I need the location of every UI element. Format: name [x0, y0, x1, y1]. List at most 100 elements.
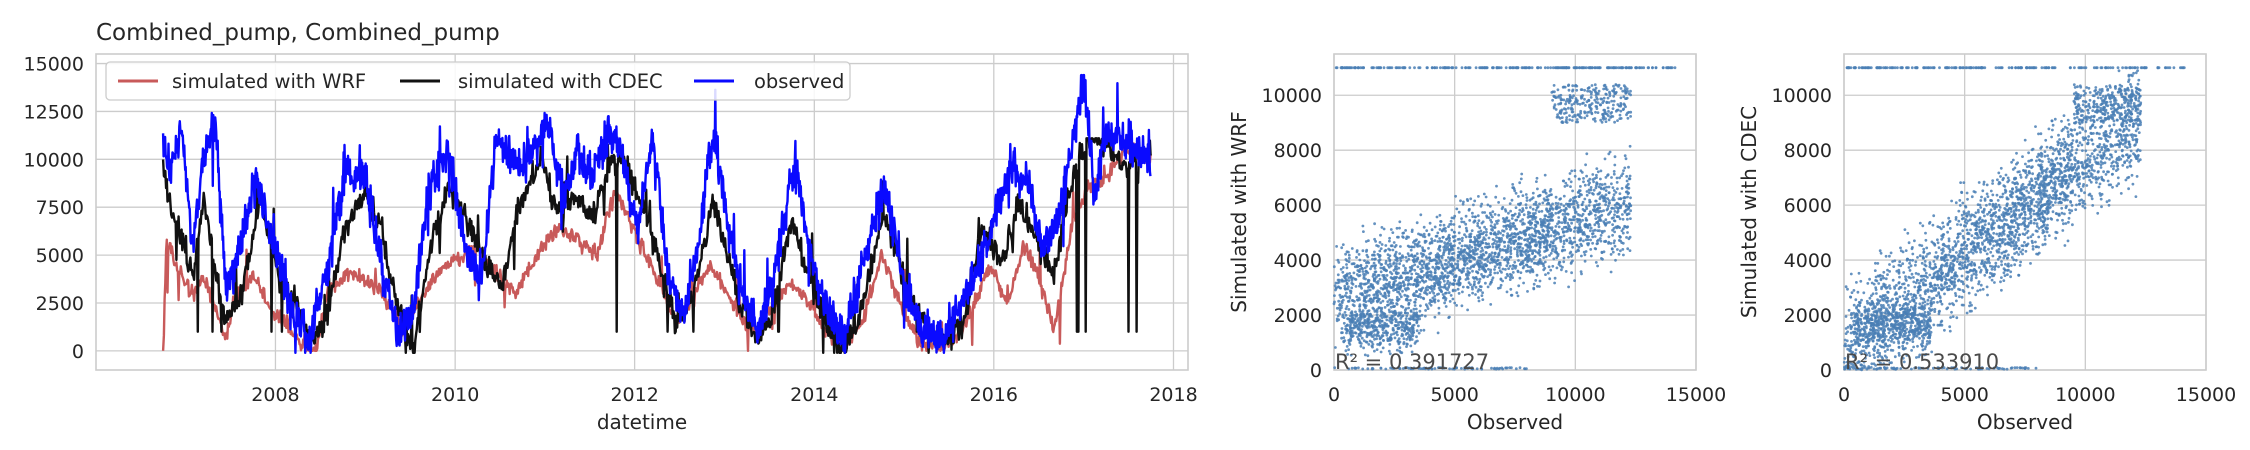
scatter-point — [1462, 220, 1466, 224]
scatter-point — [1621, 89, 1625, 93]
scatter-point — [1384, 244, 1388, 247]
scatter-point — [1357, 327, 1361, 331]
scatter-point — [1504, 257, 1507, 261]
scatter-point — [1442, 267, 1446, 271]
scatter-point — [1569, 262, 1573, 265]
scatter-point — [1451, 244, 1455, 248]
scatter-point — [1359, 317, 1363, 321]
scatter-point — [1985, 192, 1989, 196]
scatter-point — [1456, 282, 1460, 286]
scatter-point — [1533, 227, 1536, 231]
scatter-point — [1359, 344, 1363, 348]
scatter-point — [2061, 229, 2065, 232]
scatter-point — [1388, 239, 1391, 243]
scatter-point — [2137, 78, 2141, 82]
scatter-point — [1415, 289, 1418, 293]
scatter-point — [1602, 87, 1605, 91]
scatter-point — [1451, 297, 1455, 301]
scatter-point — [1888, 306, 1892, 309]
scatter-point — [1444, 259, 1448, 262]
scatter-point — [1518, 245, 1521, 249]
scatter-point — [1909, 305, 1913, 309]
scatter-point — [1553, 281, 1556, 285]
scatter-point — [1392, 241, 1396, 244]
scatter-point — [1516, 66, 1520, 70]
scatter-point — [1585, 205, 1588, 209]
scatter-point — [1357, 66, 1360, 70]
scatter-point — [2031, 233, 2035, 237]
scatter-point — [1451, 288, 1455, 292]
scatter-point — [1579, 88, 1583, 91]
scatter-point — [1555, 251, 1559, 255]
scatter-point — [1379, 270, 1383, 274]
scatter-point — [1442, 248, 1446, 252]
scatter-point — [1844, 315, 1848, 318]
scatter-point — [1456, 238, 1460, 241]
scatter-point — [1531, 207, 1535, 211]
scatter-point — [1362, 66, 1365, 70]
scatter-point — [1604, 203, 1607, 207]
scatter-point — [1516, 250, 1519, 254]
scatter-point — [1468, 244, 1472, 247]
scatter-point — [1511, 267, 1514, 271]
scatter-point — [1386, 300, 1390, 303]
scatter-point — [1469, 238, 1472, 242]
scatter-point — [1571, 88, 1575, 92]
scatter-point — [1587, 99, 1591, 102]
scatter-point — [1452, 235, 1455, 239]
scatter-point — [1557, 225, 1561, 229]
scatter-point — [2072, 99, 2076, 103]
scatter-point — [1391, 301, 1395, 305]
scatter-point — [1447, 225, 1450, 229]
scatter-point — [1912, 276, 1915, 279]
scatter-point — [1626, 192, 1630, 196]
scatter-point — [1521, 247, 1525, 250]
scatter-point — [1443, 244, 1447, 247]
scatter-point — [1367, 286, 1370, 289]
scatter-point — [1495, 255, 1499, 259]
scatter-point — [1424, 366, 1428, 370]
scatter-point — [1406, 283, 1410, 287]
scatter-point — [1409, 336, 1412, 339]
scatter-point — [1941, 221, 1945, 225]
scatter-point — [1371, 257, 1374, 261]
scatter-point — [1599, 118, 1603, 122]
scatter-point — [1546, 215, 1550, 219]
scatter-point — [2056, 140, 2060, 144]
scatter-point — [1457, 268, 1461, 272]
scatter-point — [1428, 221, 1432, 225]
scatter-point — [1375, 275, 1378, 279]
scatter-point — [1407, 306, 1410, 310]
scatter-point — [1367, 294, 1371, 297]
scatter-point — [1553, 229, 1557, 233]
scatter-point — [1560, 221, 1564, 225]
legend-label-wrf: simulated with WRF — [172, 70, 366, 93]
scatter-point — [1416, 315, 1420, 319]
scatter-point — [1451, 269, 1455, 273]
scatter-point — [1407, 276, 1410, 279]
scatter-point — [1338, 293, 1342, 297]
scatter-point — [1455, 266, 1459, 270]
x-tick-label: 2018 — [1149, 384, 1197, 406]
scatter-point — [1471, 211, 1474, 215]
scatter-point — [1376, 296, 1379, 300]
scatter-point — [1577, 195, 1581, 199]
scatter-point — [1673, 66, 1677, 70]
scatter-point — [1419, 367, 1423, 370]
scatter-point — [1539, 217, 1542, 221]
scatter-point — [1628, 174, 1632, 178]
scatter-point — [1413, 304, 1417, 307]
scatter-point — [1386, 324, 1390, 328]
scatter-point — [1587, 204, 1591, 207]
scatter-point — [1966, 197, 1969, 201]
scatter-point — [1456, 287, 1460, 291]
scatter-point — [1381, 334, 1385, 338]
scatter-point — [1564, 212, 1567, 216]
scatter-point — [1421, 276, 1425, 279]
scatter-point — [1522, 230, 1525, 234]
scatter-point — [2039, 132, 2043, 136]
scatter-point — [1622, 253, 1625, 257]
scatter-point — [1400, 315, 1403, 318]
scatter-point — [1545, 248, 1549, 252]
